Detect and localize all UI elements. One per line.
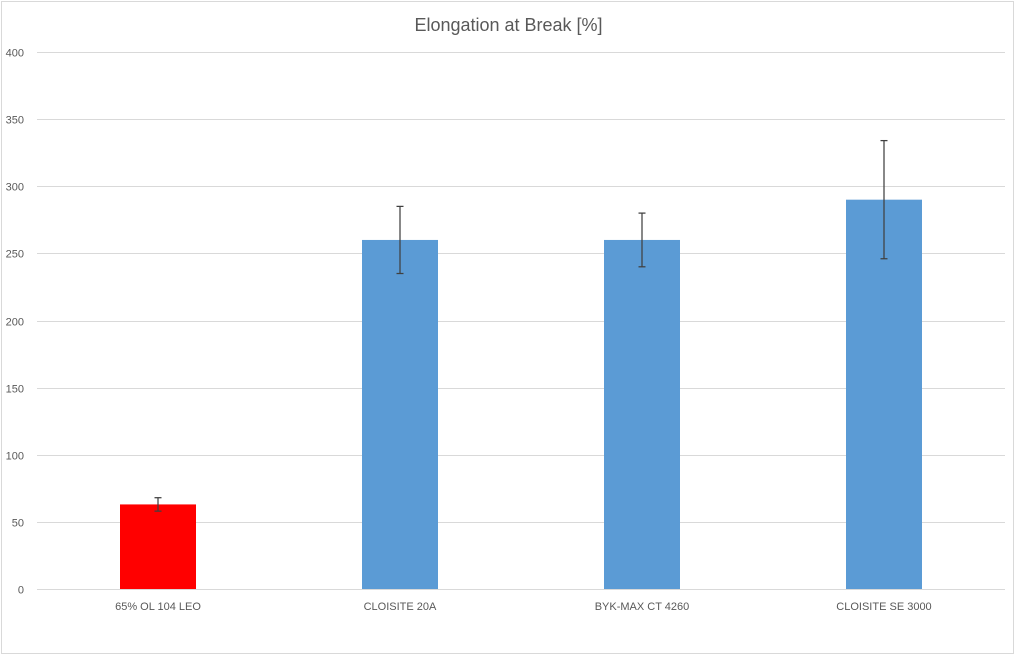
y-tick-label: 250 [6, 249, 24, 261]
x-tick-label: BYK-MAX CT 4260 [595, 601, 690, 613]
y-axis-tick-labels: 0 50 100 150 200 250 300 350 400 [6, 48, 24, 597]
x-axis-tick-labels: 65% OL 104 LEO CLOISITE 20A BYK-MAX CT 426… [115, 601, 932, 613]
chart-title: Elongation at Break [%] [414, 15, 603, 35]
error-bars [154, 139, 888, 512]
bar [846, 199, 922, 590]
gridlines [37, 52, 1005, 590]
error-bar [880, 139, 888, 260]
y-tick-label: 100 [6, 451, 24, 463]
error-bar [638, 212, 646, 268]
x-tick-label: 65% OL 104 LEO [115, 601, 201, 613]
y-tick-label: 350 [6, 115, 24, 127]
bars [120, 199, 922, 590]
bar [120, 504, 196, 589]
error-bar [154, 497, 162, 512]
y-tick-label: 400 [6, 48, 24, 60]
y-tick-label: 0 [18, 585, 24, 597]
x-tick-label: CLOISITE 20A [364, 601, 437, 613]
x-tick-label: CLOISITE SE 3000 [836, 601, 931, 613]
bar [362, 239, 438, 589]
y-tick-label: 50 [12, 518, 24, 530]
y-tick-label: 300 [6, 182, 24, 194]
error-bar [396, 205, 404, 275]
bar [604, 239, 680, 589]
y-tick-label: 150 [6, 384, 24, 396]
y-tick-label: 200 [6, 317, 24, 329]
